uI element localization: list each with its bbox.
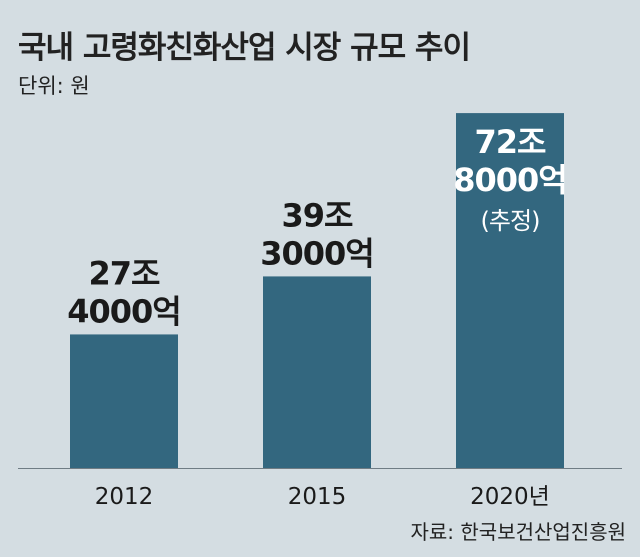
x-tick-label-2: 2020년 (470, 484, 550, 510)
data-label-1-0: 39조 (282, 196, 354, 234)
data-label-0-1: 4000억 (67, 292, 181, 330)
data-label-0-0: 27조 (89, 254, 161, 292)
bar-0 (70, 334, 178, 468)
data-label-2-0: 72조 (475, 123, 547, 161)
chart-title: 국내 고령화친화산업 시장 규모 추이 (18, 30, 471, 66)
unit-label: 단위: 원 (18, 74, 90, 98)
bar-2 (456, 113, 564, 468)
bar-1 (263, 276, 371, 468)
x-tick-label-1: 2015 (288, 484, 347, 510)
data-label-2-1: 8000억 (453, 161, 567, 199)
x-tick-label-0: 2012 (95, 484, 154, 510)
data-label-2-2: (추정) (481, 207, 540, 235)
source-note: 자료: 한국보건산업진흥원 (410, 520, 627, 544)
data-label-1-1: 3000억 (260, 234, 374, 272)
